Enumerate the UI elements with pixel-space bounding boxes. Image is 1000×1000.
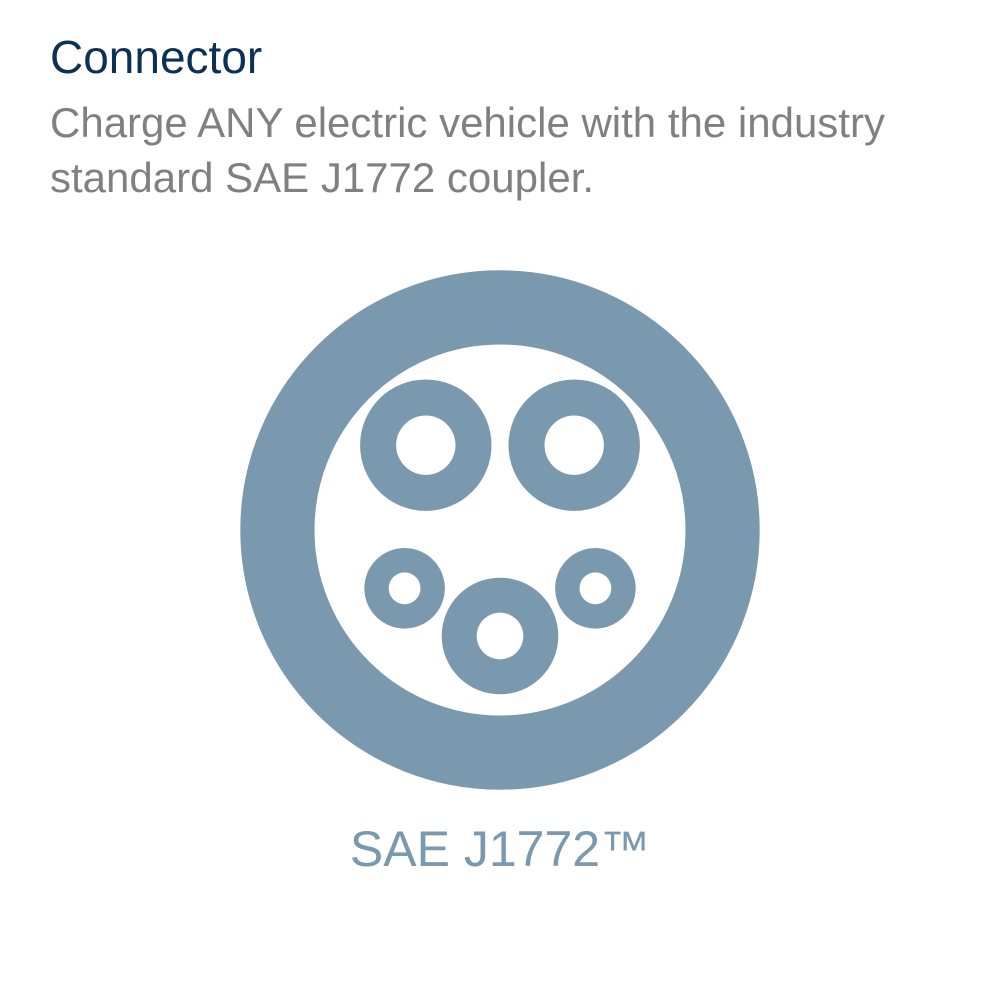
page-description: Charge ANY electric vehicle with the ind… [50, 96, 950, 205]
connector-caption: SAE J1772™ [350, 820, 650, 878]
j1772-connector-icon [235, 265, 765, 795]
page-title: Connector [50, 30, 950, 84]
connector-figure: SAE J1772™ [50, 265, 950, 878]
